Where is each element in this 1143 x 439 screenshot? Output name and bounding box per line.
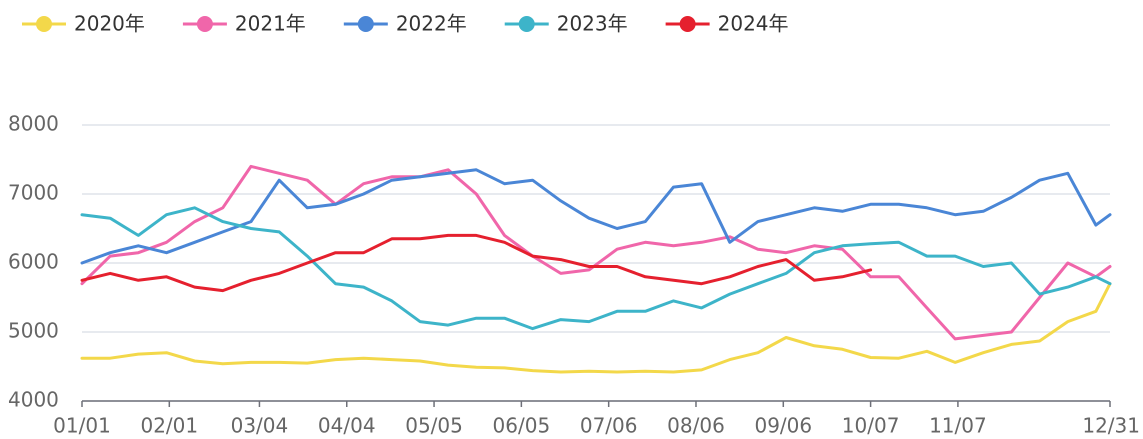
series-line xyxy=(80,168,1112,265)
x-tick-label: 06/05 xyxy=(493,414,551,438)
x-tick-label: 03/04 xyxy=(231,414,289,438)
x-tick-label: 05/05 xyxy=(405,414,463,438)
x-tick-label: 09/06 xyxy=(754,414,812,438)
legend-marker xyxy=(679,16,696,32)
y-tick-label: 6000 xyxy=(8,250,59,274)
legend-label: 2024年 xyxy=(718,12,789,36)
x-tick-label: 01/01 xyxy=(53,414,111,438)
legend: 2020年 2021年 2022年 2023年 2024年 xyxy=(22,12,789,36)
legend-label: 2020年 xyxy=(74,12,145,36)
legend-marker xyxy=(357,16,374,32)
legend-marker xyxy=(196,16,213,32)
y-tick-label: 7000 xyxy=(8,181,59,205)
legend-label: 2021年 xyxy=(235,12,306,36)
y-tick-label: 8000 xyxy=(8,112,59,136)
x-tick-label: 12/31 xyxy=(1082,414,1140,438)
x-tick-label: 04/04 xyxy=(318,414,376,438)
x-tick-label: 02/01 xyxy=(140,414,198,438)
x-tick-label: 07/06 xyxy=(580,414,638,438)
y-tick-label: 4000 xyxy=(8,388,59,412)
series-line xyxy=(80,164,1112,341)
legend-marker xyxy=(518,16,535,32)
x-tick-label: 10/07 xyxy=(842,414,900,438)
series-line xyxy=(80,282,1112,374)
legend-marker xyxy=(36,16,52,32)
legend-label: 2023年 xyxy=(557,12,628,36)
series-line xyxy=(80,233,873,293)
y-tick-label: 5000 xyxy=(8,319,59,343)
legend-label: 2022年 xyxy=(396,12,467,36)
x-tick-label: 11/07 xyxy=(929,414,987,438)
x-tick-label: 08/06 xyxy=(667,414,725,438)
series-line xyxy=(80,206,1112,331)
